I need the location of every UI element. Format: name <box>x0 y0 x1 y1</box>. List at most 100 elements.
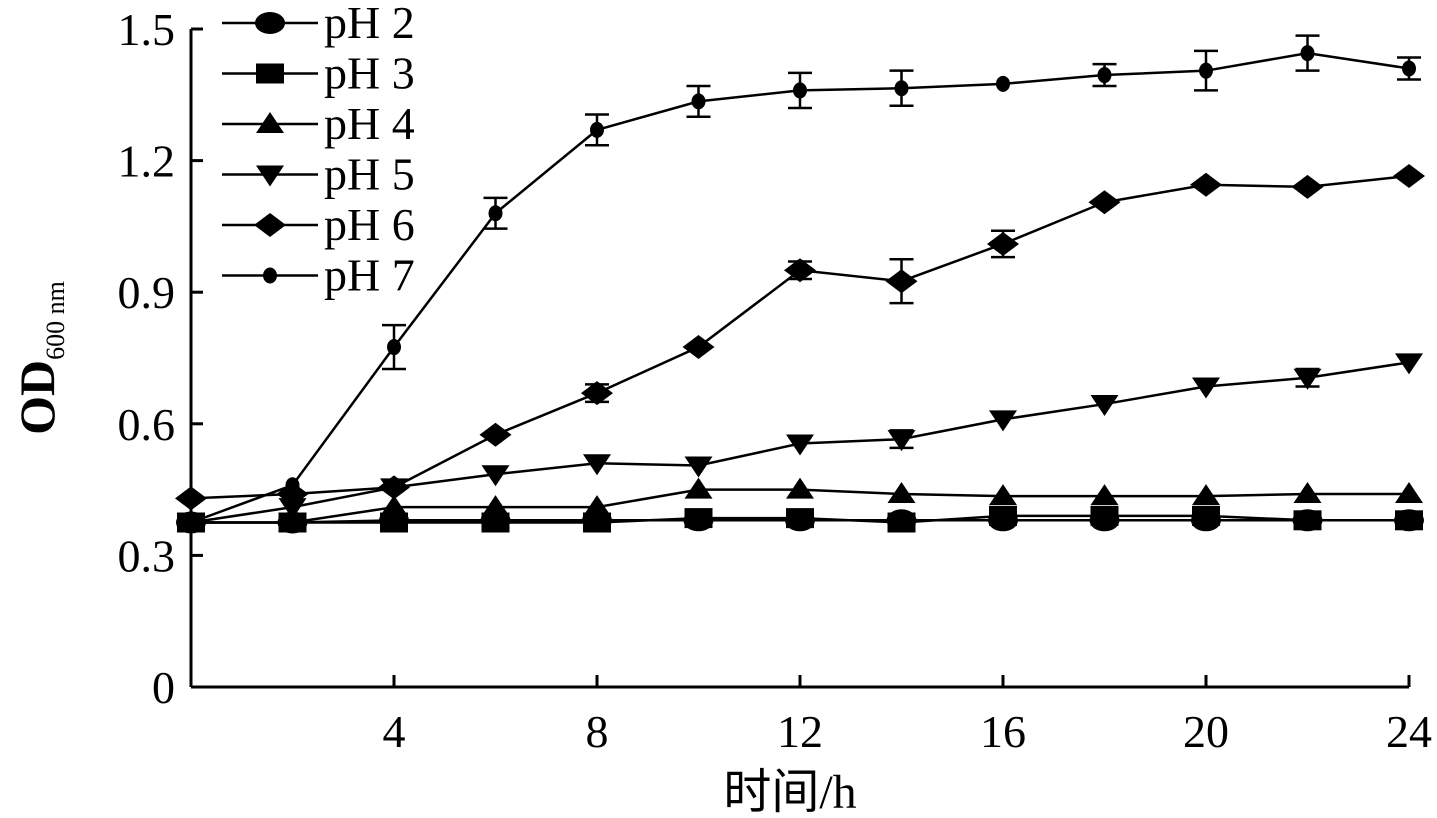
data-point <box>583 495 611 517</box>
data-point <box>1192 377 1220 399</box>
legend-label: pH 5 <box>324 149 415 200</box>
legend-label: pH 4 <box>324 98 415 149</box>
data-point <box>1190 172 1222 197</box>
data-point <box>1393 163 1425 188</box>
data-point <box>894 80 909 97</box>
legend-marker <box>256 165 284 187</box>
data-point <box>691 93 706 110</box>
data-point <box>378 475 410 500</box>
legend-item: pH 3 <box>222 48 415 99</box>
legend-label: pH 7 <box>324 250 415 301</box>
legend-marker <box>256 112 284 133</box>
legend-item: pH 6 <box>222 199 415 250</box>
data-point <box>175 486 207 511</box>
y-tick-label: 0.6 <box>118 399 176 450</box>
x-tick-label: 8 <box>586 706 609 757</box>
data-point <box>380 495 408 517</box>
data-point <box>285 477 300 494</box>
data-point <box>481 495 510 517</box>
legend-label: pH 2 <box>324 0 415 48</box>
x-tick-label: 24 <box>1386 706 1432 757</box>
data-point <box>996 75 1010 92</box>
legend-marker <box>254 213 286 237</box>
y-axis-title-main: OD <box>9 360 65 435</box>
y-tick-label: 1.2 <box>118 136 176 187</box>
data-point <box>1293 368 1322 390</box>
data-point <box>1199 62 1213 79</box>
data-point <box>887 481 916 503</box>
y-axis-ticks: 0 0.3 0.6 0.9 1.2 1.5 <box>118 4 203 713</box>
data-point <box>278 510 307 532</box>
data-point <box>684 477 713 499</box>
data-point <box>481 465 510 487</box>
data-point <box>1088 190 1121 215</box>
data-point <box>784 258 816 283</box>
y-tick-label: 0.3 <box>118 530 176 581</box>
legend-label: pH 3 <box>324 48 415 99</box>
data-point <box>684 456 713 478</box>
legend-label: pH 6 <box>324 199 415 250</box>
data-point <box>1395 510 1423 531</box>
x-tick-label: 12 <box>777 706 823 757</box>
series-ph-7 <box>184 34 1421 531</box>
legend-item: pH 2 <box>222 0 415 48</box>
x-tick-label: 4 <box>383 706 406 757</box>
data-point <box>583 454 611 476</box>
data-point <box>885 269 918 294</box>
series-ph-5 <box>177 353 1423 535</box>
data-point <box>184 514 198 531</box>
data-point <box>590 121 604 138</box>
data-point <box>481 512 510 533</box>
y-tick-label: 0 <box>152 662 175 713</box>
data-point <box>989 410 1017 432</box>
data-point <box>1395 481 1423 503</box>
data-point <box>1395 353 1423 375</box>
series-ph-6 <box>175 163 1425 511</box>
legend: pH 2pH 3pH 4pH 5pH 6pH 7 <box>222 0 415 301</box>
data-point <box>1097 67 1112 84</box>
data-point <box>684 508 713 529</box>
data-point <box>1192 505 1220 526</box>
data-point <box>278 498 307 520</box>
data-point <box>1090 395 1119 417</box>
series-layer <box>175 34 1425 535</box>
series-ph-4 <box>177 477 1423 532</box>
y-axis-title: OD600 nm <box>9 281 70 435</box>
data-point <box>1192 484 1220 506</box>
data-point <box>682 335 715 360</box>
y-axis-title-text: OD600 nm <box>9 281 70 435</box>
data-point <box>1300 45 1315 62</box>
data-point <box>989 505 1017 526</box>
y-tick-label: 1.5 <box>118 4 176 55</box>
legend-marker <box>263 267 277 284</box>
legend-item: pH 5 <box>222 149 415 200</box>
data-point <box>1402 60 1416 77</box>
data-point <box>786 477 814 499</box>
legend-marker <box>255 12 285 34</box>
data-point <box>380 512 408 533</box>
x-tick-label: 20 <box>1183 706 1229 757</box>
x-axis-title: 时间/h <box>723 766 856 818</box>
data-point <box>479 422 512 447</box>
legend-item: pH 4 <box>222 98 415 149</box>
data-point <box>1293 510 1322 531</box>
data-point <box>1293 481 1322 503</box>
x-tick-label: 16 <box>980 706 1026 757</box>
data-point <box>793 82 807 99</box>
data-point <box>989 484 1017 506</box>
x-axis-ticks: 4 8 12 16 20 24 <box>383 675 1432 757</box>
y-tick-label: 0.9 <box>118 267 176 318</box>
data-point <box>387 339 401 356</box>
legend-marker <box>256 63 284 84</box>
data-point <box>887 430 916 452</box>
data-point <box>488 205 503 222</box>
data-point <box>583 512 611 533</box>
data-point <box>581 381 613 406</box>
data-point <box>1291 174 1324 199</box>
data-point <box>1090 484 1119 506</box>
legend-item: pH 7 <box>222 250 415 301</box>
data-point <box>786 434 814 456</box>
data-point <box>1090 505 1119 526</box>
y-axis-title-subscript: 600 nm <box>41 281 70 360</box>
